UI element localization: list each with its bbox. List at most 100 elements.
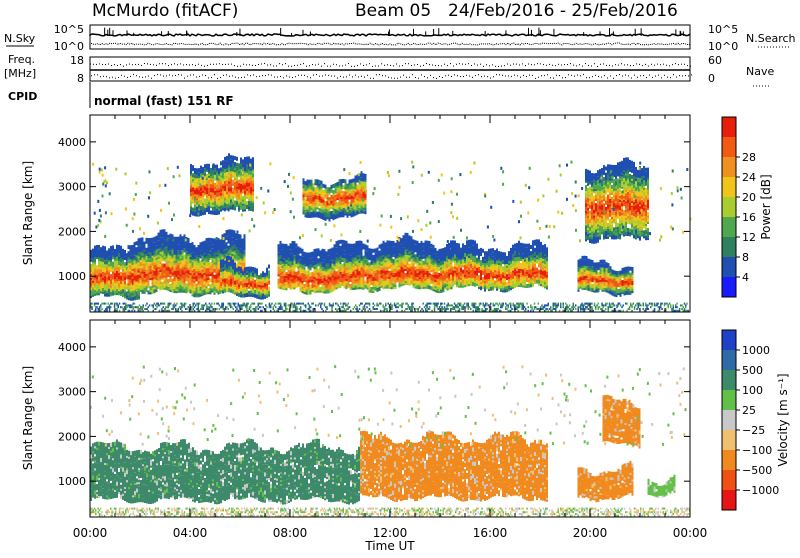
heatmap-cell <box>314 269 316 273</box>
nave-dot <box>493 76 494 77</box>
heatmap-cell <box>336 271 338 275</box>
nave-dot <box>576 65 577 66</box>
nave-dot <box>279 63 280 64</box>
nave-dot <box>217 78 218 79</box>
nave-dot <box>651 64 652 65</box>
nave-dot <box>489 65 490 66</box>
heatmap-cell <box>290 262 292 266</box>
nave-dot <box>546 65 547 66</box>
heatmap-cell <box>456 243 458 247</box>
nave-dot <box>102 64 103 65</box>
heatmap-cell <box>359 267 361 271</box>
heatmap-cell <box>282 244 284 248</box>
heatmap-cell <box>403 263 405 267</box>
heatmap-cell <box>466 256 468 260</box>
heatmap-cell <box>468 274 470 278</box>
heatmap-cell <box>234 245 236 249</box>
heatmap-cell <box>355 243 357 247</box>
heatmap-cell <box>433 245 435 249</box>
heatmap-cell <box>474 283 476 287</box>
nave-dot <box>198 64 199 65</box>
freq-label: Freq. <box>8 53 35 66</box>
heatmap-cell <box>494 250 496 254</box>
nave-dot <box>549 64 550 65</box>
heatmap-cell <box>433 269 435 273</box>
heatmap-cell <box>492 256 494 260</box>
nave-dot <box>205 75 206 76</box>
heatmap-cell <box>472 262 474 266</box>
heatmap-cell <box>194 269 196 273</box>
heatmap-cell <box>478 249 480 253</box>
heatmap-cell <box>371 265 373 269</box>
heatmap-cell <box>427 271 429 275</box>
heatmap-cell <box>178 245 180 249</box>
nave-dot <box>195 65 196 66</box>
nave-dot <box>319 76 320 77</box>
nave-dot <box>316 74 317 75</box>
heatmap-cell <box>210 262 212 266</box>
heatmap-cell <box>166 242 168 246</box>
nave-dot <box>619 74 620 75</box>
heatmap-cell <box>180 277 182 281</box>
heatmap-cell <box>166 272 168 276</box>
heatmap-cell <box>437 251 439 255</box>
heatmap-cell <box>478 267 480 271</box>
nave-dot <box>508 75 509 76</box>
nave-dot <box>123 66 124 67</box>
nave-dot <box>573 65 574 66</box>
heatmap-cell <box>304 284 306 288</box>
heatmap-cell <box>474 247 476 251</box>
heatmap-cell <box>204 275 206 279</box>
nave-dot <box>537 63 538 64</box>
nave-dot <box>93 64 94 65</box>
nave-dot <box>153 64 154 65</box>
nave-dot <box>192 64 193 65</box>
heatmap-cell <box>369 262 371 266</box>
heatmap-cell <box>365 244 367 248</box>
heatmap-cell <box>166 248 168 252</box>
nave-dot <box>633 65 634 66</box>
nave-dot <box>234 65 235 66</box>
heatmap-cell <box>178 251 180 255</box>
nave-dot <box>165 63 166 64</box>
heatmap-cell <box>379 287 381 291</box>
heatmap-cell <box>242 280 244 284</box>
heatmap-cell <box>160 272 162 276</box>
nave-dot <box>387 64 388 65</box>
heatmap-cell <box>348 256 350 260</box>
heatmap-cell <box>328 255 330 259</box>
heatmap-cell <box>290 243 292 247</box>
heatmap-cell <box>102 288 104 292</box>
heatmap-cell <box>156 246 158 250</box>
heatmap-cell <box>395 279 397 283</box>
heatmap-cell <box>212 268 214 272</box>
nave-dot <box>513 63 514 64</box>
nave-dot <box>114 64 115 65</box>
nave-dot <box>471 65 472 66</box>
heatmap-cell <box>212 244 214 248</box>
heatmap-cell <box>373 249 375 253</box>
nave-dot <box>448 75 449 76</box>
nave-dot <box>453 66 454 67</box>
nave-dot <box>343 77 344 78</box>
heatmap-cell <box>520 273 522 277</box>
heatmap-cell <box>180 234 182 238</box>
heatmap-cell <box>118 249 120 253</box>
nave-dot <box>690 66 691 67</box>
nave-dot <box>639 64 640 65</box>
heatmap-cell <box>425 259 427 263</box>
heatmap-cell <box>423 243 425 247</box>
heatmap-cell <box>268 287 270 291</box>
heatmap-cell <box>184 249 186 253</box>
heatmap-cell <box>379 245 381 249</box>
heatmap-cell <box>318 248 320 252</box>
heatmap-cell <box>488 273 490 277</box>
heatmap-cell <box>522 243 524 247</box>
nave-dot <box>358 76 359 77</box>
nave-dot <box>178 74 179 75</box>
nave-dot <box>538 77 539 78</box>
nave-dot <box>252 65 253 66</box>
heatmap-cell <box>314 279 316 283</box>
heatmap-cell <box>250 267 252 271</box>
heatmap-cell <box>484 269 486 273</box>
